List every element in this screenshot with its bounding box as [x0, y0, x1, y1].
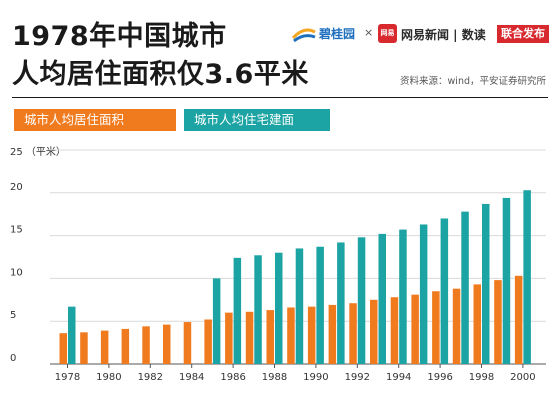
x-tick-label: 1988	[262, 372, 287, 383]
bgy-logo-icon	[291, 28, 316, 43]
bar-series-a-1986	[225, 312, 233, 364]
bar-series-b-1995	[419, 224, 428, 364]
x-tick-label: 2000	[510, 372, 535, 383]
bar-series-a-1980	[100, 330, 109, 364]
bgy-brand-name: 碧桂园	[319, 27, 356, 41]
netease-brand-name: 网易新闻 | 数读	[401, 28, 486, 42]
legend-series-b: 城市人均住宅建面	[184, 109, 330, 131]
bar-series-a-1995	[411, 294, 419, 364]
bar-series-a-1979	[80, 332, 88, 364]
bar-series-b-1996	[440, 218, 449, 364]
legend-series-a: 城市人均居住面积	[14, 109, 176, 131]
x-tick-label: 1980	[96, 372, 121, 383]
bar-series-b-1992	[357, 237, 366, 364]
bar-series-b-2000	[523, 190, 531, 364]
x-tick-label: 1986	[220, 372, 245, 383]
bar-series-a-1984	[183, 322, 192, 364]
bar-series-b-1998	[482, 203, 490, 364]
bar-series-a-1992	[349, 303, 357, 364]
x-tick-label: 1996	[427, 372, 452, 383]
bar-series-a-1989	[287, 307, 295, 364]
y-tick-label: 15	[10, 225, 23, 236]
bar-series-b-1989	[295, 248, 304, 364]
bar-series-b-1978	[68, 306, 76, 364]
bar-series-a-2000	[514, 275, 523, 364]
bar-series-b-1987	[254, 255, 262, 364]
bar-series-b-1994	[399, 229, 407, 364]
joint-release-badge: 联合发布	[497, 25, 549, 43]
data-source-note: 资料来源：wind，平安证券研究所	[400, 76, 546, 87]
x-tick-label: 1998	[469, 372, 494, 383]
bar-series-a-1991	[328, 304, 337, 364]
bar-series-b-1999	[502, 197, 511, 364]
bar-series-b-1986	[233, 257, 242, 364]
bar-series-a-1997	[452, 288, 461, 364]
bar-series-a-1994	[390, 297, 399, 364]
page-title-line1: 1978年中国城市	[12, 21, 227, 52]
netease-logo-icon: 网易	[378, 24, 397, 43]
bar-series-a-1987	[245, 311, 254, 364]
x-tick-label: 1992	[345, 372, 370, 383]
x-tick-label: 1990	[303, 372, 328, 383]
y-tick-label: 5	[10, 310, 16, 321]
bar-series-a-1985	[204, 319, 212, 364]
bar-series-b-1993	[378, 233, 386, 364]
y-axis-label: 25 （平米）	[10, 145, 66, 158]
y-tick-label: 20	[10, 182, 23, 193]
x-tick-label: 1984	[179, 372, 204, 383]
bar-series-b-1985	[212, 278, 221, 364]
bar-chart: 25 （平米） 0 5 10 15 20 1978 1980 1982 1984 1986 1988 1…	[10, 145, 546, 383]
bar-series-a-1983	[163, 324, 171, 364]
x-tick-label: 1978	[55, 372, 80, 383]
bar-series-a-1988	[266, 310, 274, 364]
bar-series-a-1982	[142, 326, 150, 364]
bgy-brand: 碧桂园	[291, 23, 359, 47]
bar-series-a-1981	[121, 328, 130, 364]
collab-times-sign: ×	[364, 26, 374, 39]
bar-series-a-1993	[370, 299, 378, 364]
y-tick-label: 10	[10, 267, 23, 278]
header-divider	[12, 97, 548, 98]
bar-series-a-1990	[307, 306, 316, 364]
bar-series-b-1988	[275, 252, 283, 364]
bar-series-a-1996	[432, 291, 440, 364]
x-tick-label: 1982	[138, 372, 163, 383]
bar-series-a-1978	[59, 333, 67, 364]
y-tick-label: 0	[10, 353, 16, 364]
bar-series-b-1990	[316, 246, 324, 364]
page-title-line2: 人均居住面积仅3.6平米	[12, 59, 309, 90]
bar-series-a-1998	[473, 284, 481, 364]
bar-series-a-1999	[494, 280, 502, 364]
bar-series-b-1997	[461, 211, 469, 364]
x-tick-label: 1994	[386, 372, 411, 383]
bar-series-b-1991	[337, 242, 345, 364]
